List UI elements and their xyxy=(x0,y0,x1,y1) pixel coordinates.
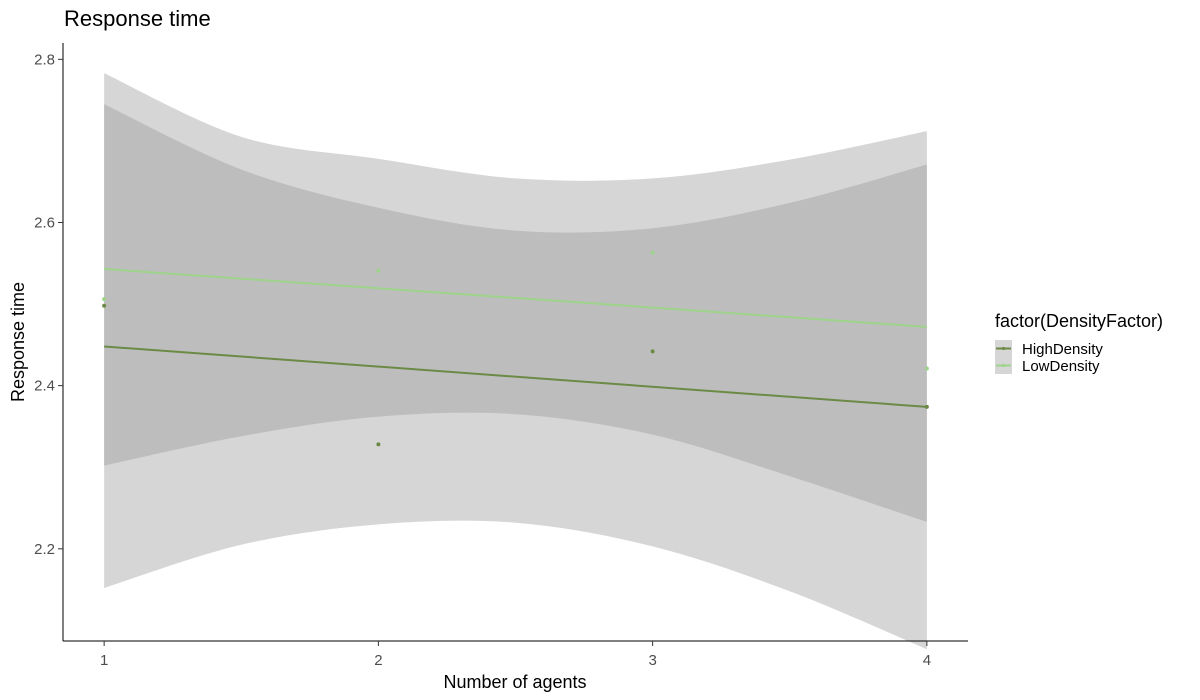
y-tick-label: 2.2 xyxy=(34,541,55,558)
chart-title: Response time xyxy=(64,6,211,31)
point-lowdensity-1 xyxy=(102,297,107,302)
y-axis-title: Response time xyxy=(8,282,28,402)
x-axis-title: Number of agents xyxy=(443,672,586,692)
point-highdensity-2 xyxy=(376,442,381,447)
legend-point-highdensity xyxy=(1001,346,1006,351)
fit-line-highdensity xyxy=(104,345,927,408)
point-highdensity-3 xyxy=(650,349,655,354)
point-highdensity-1 xyxy=(102,303,107,308)
point-lowdensity-2 xyxy=(376,268,381,273)
point-lowdensity-3 xyxy=(650,250,655,255)
fit-lines xyxy=(104,267,927,408)
y-axis-ticks: 2.2 2.4 2.6 2.8 xyxy=(34,51,63,558)
legend-label-highdensity: HighDensity xyxy=(1022,341,1103,358)
fit-line-lowdensity xyxy=(104,267,927,328)
x-tick-label: 3 xyxy=(648,652,656,669)
y-tick-label: 2.8 xyxy=(34,51,55,68)
legend: factor(DensityFactor) HighDensityLowDens… xyxy=(995,311,1163,375)
legend-label-lowdensity: LowDensity xyxy=(1022,358,1100,375)
legend-title: factor(DensityFactor) xyxy=(995,311,1163,331)
legend-point-lowdensity xyxy=(1001,363,1006,368)
x-tick-label: 2 xyxy=(374,652,382,669)
point-highdensity-4 xyxy=(924,404,929,409)
y-tick-label: 2.6 xyxy=(34,214,55,231)
data-points xyxy=(102,250,929,447)
confidence-ribbons xyxy=(104,73,927,650)
x-tick-label: 4 xyxy=(923,652,931,669)
point-lowdensity-4 xyxy=(924,366,929,371)
x-axis-ticks: 1 2 3 4 xyxy=(100,641,931,669)
x-tick-label: 1 xyxy=(100,652,108,669)
y-tick-label: 2.4 xyxy=(34,378,55,395)
